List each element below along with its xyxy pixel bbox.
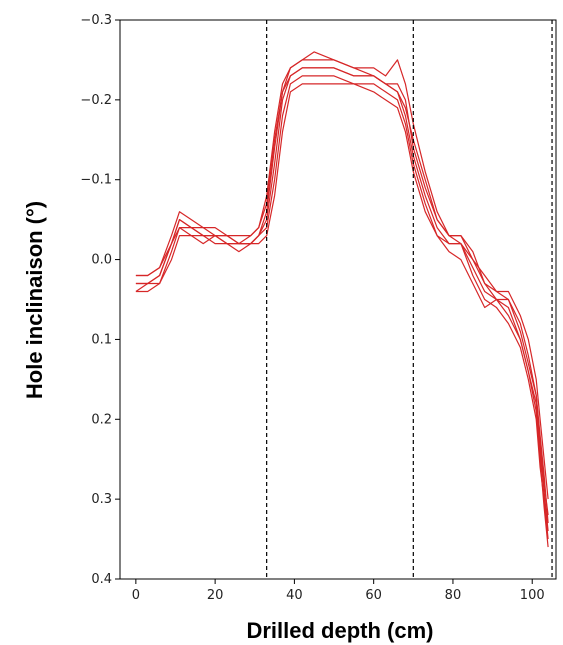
y-tick-label: 0.4	[91, 572, 112, 587]
plot-frame	[119, 19, 557, 580]
x-tick-label: 0	[132, 588, 140, 603]
x-tick-label: 40	[286, 588, 303, 603]
x-tick-label: 60	[365, 588, 382, 603]
y-tick-label: −0.2	[80, 93, 112, 108]
y-axis-ticks: −0.3 −0.2 −0.1 0.0 0.1 0.2 0.3 0.4	[80, 13, 120, 587]
y-tick-label: 0.2	[91, 412, 112, 427]
y-tick-label: −0.1	[80, 173, 112, 188]
x-tick-label: 80	[445, 588, 462, 603]
series-line-6	[135, 67, 549, 516]
series-line-3	[135, 51, 549, 500]
y-tick-label: −0.3	[80, 13, 112, 28]
y-tick-label: 0.0	[91, 253, 112, 268]
x-tick-label: 20	[207, 588, 224, 603]
vline-layer	[266, 20, 553, 579]
y-tick-label: 0.3	[91, 492, 112, 507]
y-tick-label: 0.1	[91, 332, 112, 347]
y-axis-title: Hole inclinaison (°)	[22, 201, 47, 399]
x-axis-title: Drilled depth (cm)	[246, 618, 433, 643]
x-tick-label: 100	[520, 588, 545, 603]
series-line-5	[135, 83, 549, 540]
series-layer	[135, 51, 549, 548]
x-axis-ticks: 0 20 40 60 80 100	[132, 579, 545, 603]
